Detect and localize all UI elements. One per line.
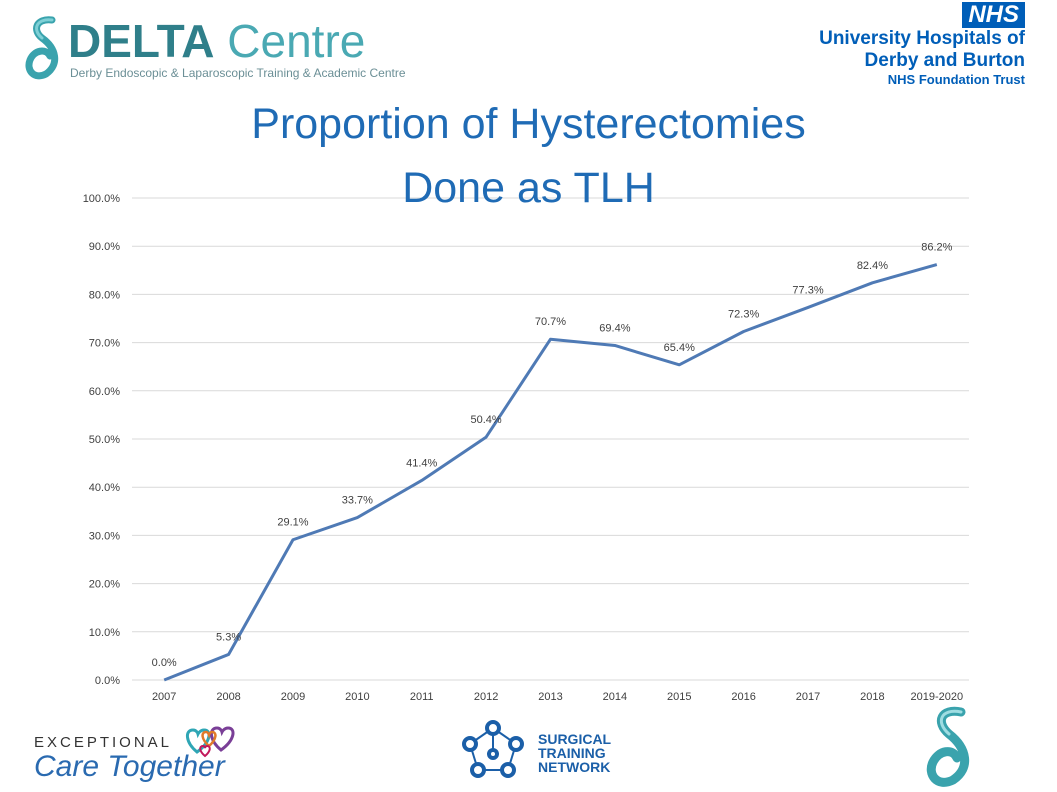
delta-brand-name: DELTA Centre xyxy=(68,16,365,66)
y-tick-label: 30.0% xyxy=(89,530,120,542)
x-tick-label: 2017 xyxy=(796,691,820,703)
care-together-label: Care Together xyxy=(34,750,225,783)
nhs-trust-line2: Derby and Burton xyxy=(864,50,1025,71)
x-tick-label: 2011 xyxy=(410,691,434,703)
data-label: 69.4% xyxy=(599,322,630,334)
data-label: 0.0% xyxy=(152,657,177,669)
data-label: 72.3% xyxy=(728,309,759,321)
y-tick-label: 20.0% xyxy=(89,579,120,591)
data-label: 33.7% xyxy=(342,495,373,507)
delta-brand-bold: DELTA xyxy=(68,15,215,67)
data-labels: 0.0% 5.3% 29.1% 33.7% 41.4% 50.4% 70.7% 69.4% 65… xyxy=(152,242,953,669)
y-tick-label: 60.0% xyxy=(89,386,120,398)
y-axis-ticks: 0.0% 10.0% 20.0% 30.0% 40.0% 50.0% 60.0% 70.0% 8… xyxy=(83,193,121,687)
y-tick-label: 10.0% xyxy=(89,627,120,639)
x-tick-label: 2018 xyxy=(860,691,884,703)
exceptional-label: EXCEPTIONAL xyxy=(34,734,173,751)
stn-line1: SURGICAL xyxy=(538,731,612,747)
x-tick-label: 2014 xyxy=(603,691,627,703)
nhs-trust-line1: University Hospitals of xyxy=(819,28,1025,49)
y-tick-label: 70.0% xyxy=(89,338,120,350)
x-tick-label: 2016 xyxy=(731,691,755,703)
x-tick-label: 2007 xyxy=(152,691,176,703)
stn-label: SURGICAL TRAINING NETWORK xyxy=(538,732,611,774)
x-tick-label: 2013 xyxy=(538,691,562,703)
x-tick-label: 2009 xyxy=(281,691,305,703)
x-tick-label: 2008 xyxy=(216,691,240,703)
title-line-1: Proportion of Hysterectomies xyxy=(251,100,806,148)
delta-centre-logo: DELTA Centre Derby Endoscopic & Laparosc… xyxy=(22,14,406,84)
y-tick-label: 80.0% xyxy=(89,289,120,301)
surgical-training-network-logo: SURGICAL TRAINING NETWORK xyxy=(460,718,630,782)
data-label: 65.4% xyxy=(664,342,695,354)
chart-gridlines xyxy=(132,197,969,681)
y-tick-label: 90.0% xyxy=(89,241,120,253)
data-label: 41.4% xyxy=(406,457,437,469)
y-tick-label: 0.0% xyxy=(95,675,120,687)
series-line xyxy=(163,263,938,682)
exceptional-care-logo: EXCEPTIONAL Care Together xyxy=(34,734,254,788)
title-line-2: Done as TLH xyxy=(402,164,655,212)
page-title: Proportion of Hysterectomies Done as TLH xyxy=(0,92,1057,220)
nhs-trust-line3: NHS Foundation Trust xyxy=(887,72,1025,87)
hearts-icon xyxy=(186,726,235,758)
data-label: 29.1% xyxy=(277,517,308,529)
stn-line3: NETWORK xyxy=(538,759,611,775)
delta-swirl-icon-footer xyxy=(926,706,970,787)
delta-brand-light: Centre xyxy=(227,15,366,67)
data-label: 77.3% xyxy=(792,284,823,296)
data-label: 70.7% xyxy=(535,316,566,328)
stn-line2: TRAINING xyxy=(538,745,606,761)
x-axis-ticks: 2007 2008 2009 2010 2011 2012 2013 2014 2015 2016… xyxy=(152,691,963,703)
y-tick-label: 100.0% xyxy=(83,193,121,205)
nhs-badge: NHS xyxy=(962,2,1025,28)
delta-swirl-icon xyxy=(25,16,59,80)
delta-tagline: Derby Endoscopic & Laparoscopic Training… xyxy=(70,66,406,80)
data-label: 86.2% xyxy=(921,242,952,254)
x-tick-label: 2019-2020 xyxy=(911,691,964,703)
y-tick-label: 50.0% xyxy=(89,434,120,446)
network-icon xyxy=(462,720,524,778)
x-tick-label: 2012 xyxy=(474,691,498,703)
data-label: 82.4% xyxy=(857,260,888,272)
nhs-trust-logo: NHS University Hospitals of Derby and Bu… xyxy=(765,2,1025,90)
x-tick-label: 2015 xyxy=(667,691,691,703)
data-label: 5.3% xyxy=(216,631,241,643)
x-tick-label: 2010 xyxy=(345,691,369,703)
data-label: 50.4% xyxy=(471,414,502,426)
y-tick-label: 40.0% xyxy=(89,482,120,494)
